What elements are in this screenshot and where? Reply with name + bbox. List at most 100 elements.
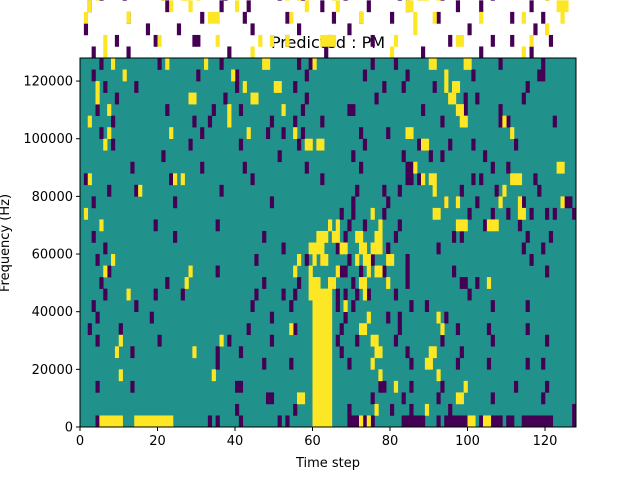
heatmap-cell-low — [529, 415, 534, 428]
heatmap-cell-high — [114, 415, 120, 428]
heatmap-cell-low — [343, 265, 348, 278]
heatmap-cell-high — [293, 265, 298, 278]
heatmap-cell-high — [180, 173, 185, 186]
heatmap-cell-low — [498, 58, 503, 70]
heatmap-cell-low — [238, 138, 244, 151]
heatmap-cell-high — [436, 311, 441, 324]
heatmap-cell-low — [525, 415, 530, 428]
heatmap-cell-low — [347, 104, 352, 116]
heatmap-cell-low — [479, 415, 484, 428]
heatmap-cell-high — [300, 392, 306, 405]
heatmap-cell-high — [122, 69, 127, 82]
heatmap-cell-high — [196, 0, 201, 1]
heatmap-cell-low — [215, 415, 220, 428]
heatmap-cell-high — [258, 34, 263, 47]
heatmap-cell-low — [351, 207, 356, 220]
heatmap-cell-low — [289, 357, 294, 370]
heatmap-cell-low — [405, 173, 410, 186]
heatmap-cell-high — [312, 311, 317, 324]
heatmap-cell-high — [312, 242, 317, 255]
heatmap-cell-low — [498, 415, 503, 428]
heatmap-cell-high — [359, 323, 364, 336]
y-tick-label: 80000 — [32, 190, 73, 205]
heatmap-cell-low — [525, 357, 530, 370]
heatmap-cell-high — [366, 254, 371, 266]
heatmap-cell-high — [459, 115, 464, 128]
heatmap-cell-low — [351, 196, 356, 209]
heatmap-cell-low — [494, 184, 499, 197]
heatmap-cell-high — [215, 34, 220, 47]
heatmap-cell-high — [459, 34, 464, 47]
heatmap-cell-low — [254, 288, 259, 301]
heatmap-cell-high — [339, 242, 344, 255]
heatmap-cell-low — [452, 415, 457, 428]
heatmap-cell-low — [343, 311, 348, 324]
heatmap-cell-low — [370, 34, 375, 47]
heatmap-cell-low — [83, 23, 89, 36]
heatmap-cell-low — [297, 58, 302, 70]
heatmap-cell-low — [215, 357, 220, 370]
plot-area — [79, 0, 577, 428]
heatmap-cell-high — [517, 207, 523, 220]
heatmap-cell-low — [91, 46, 96, 59]
heatmap-cell-high — [421, 0, 426, 1]
heatmap-cell-high — [320, 357, 325, 370]
heatmap-cell-low — [479, 46, 484, 59]
heatmap-cell-high — [111, 58, 116, 70]
heatmap-cell-high — [107, 104, 112, 116]
heatmap-cell-low — [405, 415, 410, 428]
heatmap-cell-low — [463, 415, 468, 428]
heatmap-cell-high — [269, 34, 275, 47]
heatmap-cell-high — [502, 115, 507, 128]
heatmap-cell-high — [428, 173, 433, 186]
heatmap-cell-low — [533, 173, 538, 186]
heatmap-cell-low — [386, 196, 391, 209]
heatmap-cell-low — [393, 334, 399, 347]
x-tick-label: 100 — [455, 434, 480, 449]
heatmap-cell-low — [91, 230, 96, 243]
heatmap-cell-low — [510, 415, 515, 428]
heatmap-cell-low — [572, 403, 577, 416]
heatmap-cell-low — [304, 254, 309, 266]
heatmap-cell-high — [111, 415, 116, 428]
heatmap-cell-low — [103, 242, 108, 255]
heatmap-cell-low — [300, 127, 306, 140]
heatmap-cell-high — [343, 300, 348, 312]
heatmap-cell-low — [173, 230, 178, 243]
heatmap-cell-high — [328, 380, 333, 393]
heatmap-cell-low — [238, 346, 244, 359]
heatmap-cell-low — [277, 0, 282, 1]
heatmap-cell-low — [366, 288, 371, 301]
heatmap-cell-low — [533, 415, 538, 428]
heatmap-cell-low — [483, 150, 488, 163]
heatmap-cell-high — [316, 288, 321, 301]
heatmap-cell-high — [316, 380, 321, 393]
heatmap-cell-high — [87, 0, 92, 13]
heatmap-cell-low — [250, 23, 255, 36]
heatmap-cell-high — [328, 346, 333, 359]
heatmap-cell-high — [215, 11, 220, 24]
heatmap-cell-low — [548, 230, 554, 243]
heatmap-cell-low — [541, 357, 546, 370]
heatmap-cell-low — [386, 242, 391, 255]
heatmap-cell-low — [351, 277, 356, 289]
heatmap-cell-low — [169, 173, 174, 186]
heatmap-cell-low — [266, 392, 271, 405]
heatmap-cell-low — [382, 265, 387, 278]
heatmap-cell-high — [316, 392, 321, 405]
x-tick-label: 120 — [533, 434, 558, 449]
heatmap-cell-high — [103, 138, 108, 151]
heatmap-cell-high — [320, 369, 325, 382]
heatmap-cell-low — [246, 0, 251, 13]
heatmap-cell-low — [521, 196, 526, 209]
heatmap-cell-high — [355, 254, 360, 266]
heatmap-cell-low — [514, 138, 519, 151]
heatmap-cells — [83, 0, 577, 428]
heatmap-cell-high — [390, 254, 395, 266]
heatmap-cell-high — [316, 230, 321, 243]
heatmap-cell-high — [421, 138, 426, 151]
heatmap-cell-low — [436, 242, 441, 255]
heatmap-cell-high — [444, 69, 449, 82]
heatmap-cell-low — [405, 69, 410, 82]
heatmap-cell-high — [293, 127, 298, 140]
